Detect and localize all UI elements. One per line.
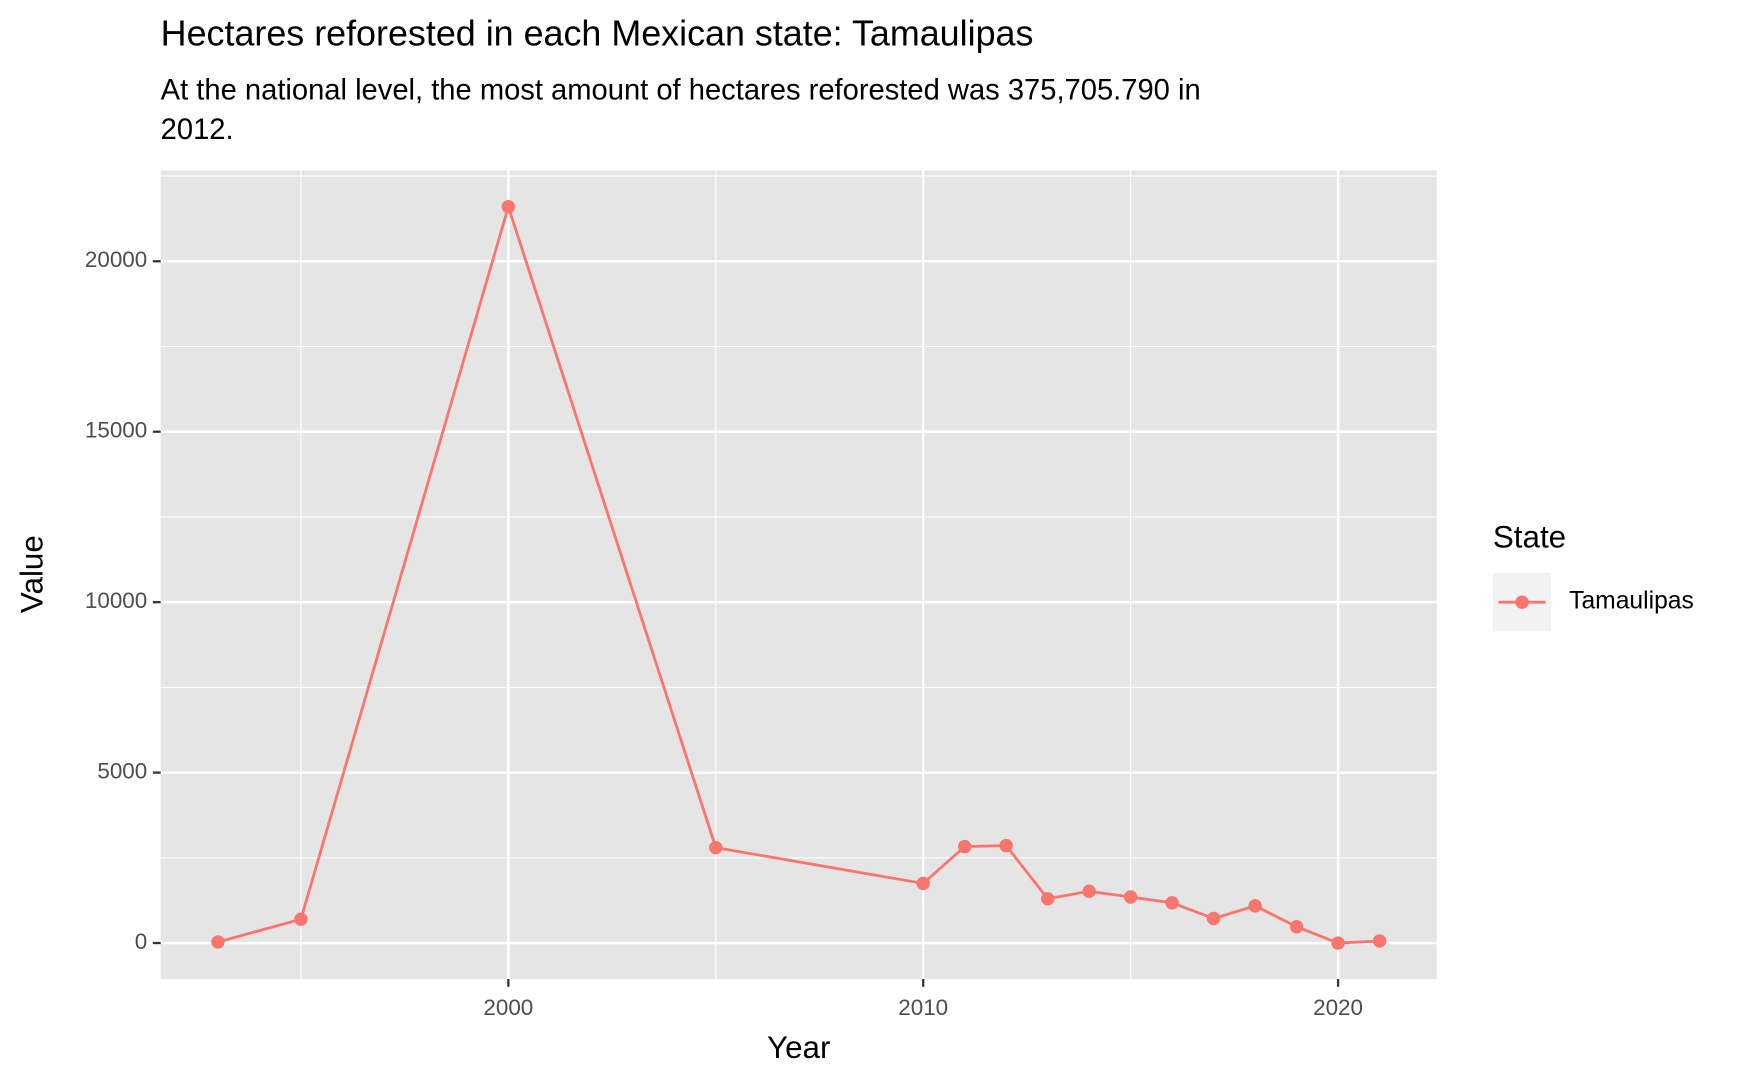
x-axis-label: Year [767,1030,830,1065]
point [709,840,723,855]
point [294,912,308,926]
point [1165,896,1179,910]
point [999,838,1013,853]
legend-title: State [1493,520,1566,555]
y-axis-label: Value [14,535,49,613]
x-tick-label: 2020 [1313,995,1363,1020]
point [1372,934,1387,948]
point [1040,892,1055,906]
y-tick-label: 15000 [85,418,147,443]
legend-point [1515,595,1529,609]
x-tick-label: 2000 [483,995,533,1020]
point [1123,890,1138,904]
point [1289,919,1304,934]
point [1331,936,1345,950]
y-tick-label: 10000 [85,588,147,613]
chart-subtitle: At the national level, the most amount o… [161,75,1201,107]
point [1248,899,1262,913]
point [501,199,516,214]
point [916,876,930,891]
chart-subtitle: 2012. [161,114,234,146]
plot-background [160,170,1437,979]
point [1082,884,1096,898]
line [217,201,1380,945]
chart-title: Hectares reforested in each Mexican stat… [161,13,1034,53]
x-tick-label: 2010 [898,995,948,1020]
point [211,935,225,949]
y-tick-label: 0 [135,929,147,954]
y-tick-label: 5000 [97,759,147,784]
legend-label: Tamaulipas [1569,588,1694,615]
point [957,839,972,854]
point [1206,911,1221,926]
y-tick-label: 20000 [85,247,147,272]
